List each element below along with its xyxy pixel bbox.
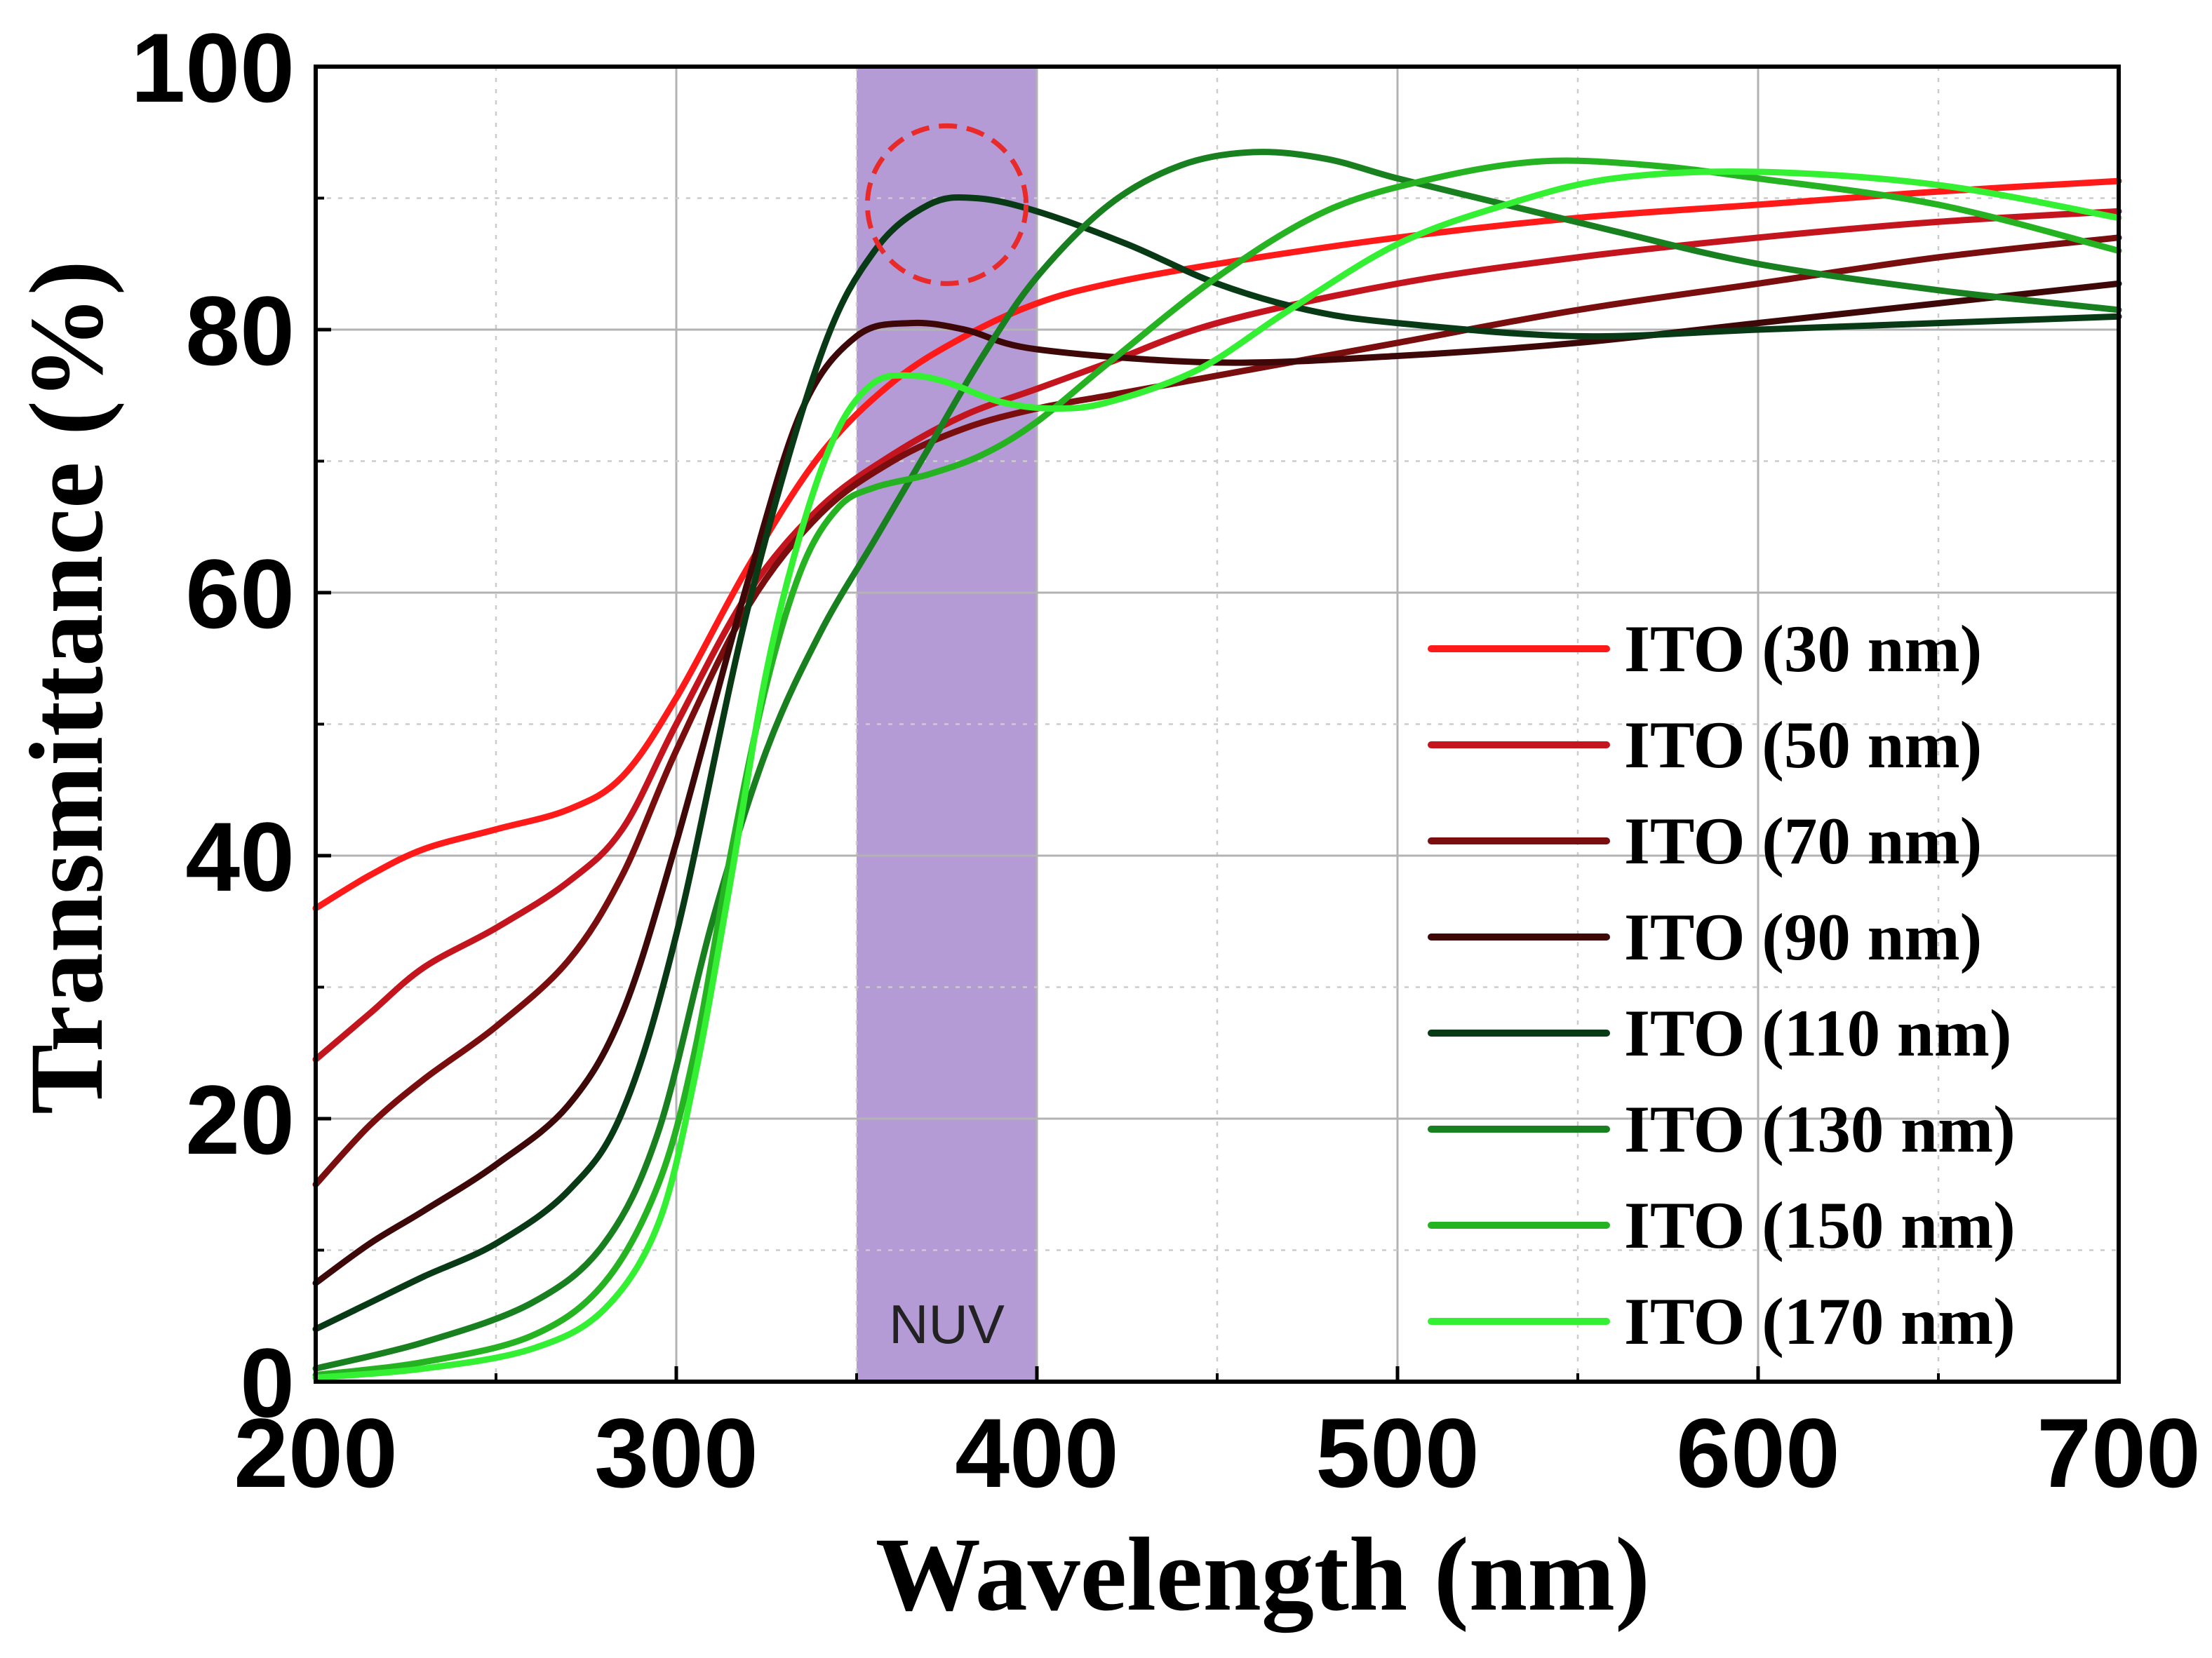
series-line [312,177,2122,912]
y-tick-label: 20 [185,1065,295,1175]
x-tick-label: 600 [1676,1398,1840,1508]
legend-label: ITO (150 nm) [1624,1188,2016,1262]
legend-label: ITO (30 nm) [1624,612,1982,686]
series-line [312,234,2122,1188]
series-line [312,149,2122,1372]
x-tick-label: 300 [594,1398,758,1508]
x-tick-label: 500 [1315,1398,1480,1508]
y-tick-label: 0 [240,1328,295,1438]
y-axis-title: Transmittance (%) [8,260,125,1114]
legend-label: ITO (110 nm) [1624,996,2012,1070]
y-tick-label: 100 [130,13,295,123]
x-tick-label: 400 [955,1398,1119,1508]
x-tick-label: 200 [234,1398,398,1508]
y-tick-label: 80 [185,276,295,386]
y-tick-label: 60 [185,539,295,649]
x-tick-label: 700 [2037,1398,2201,1508]
series-line [312,168,2122,1381]
legend-label: ITO (130 nm) [1624,1092,2016,1166]
nuv-band-label: NUV [889,1293,1005,1355]
tick-layer: 200 300 400 500 600 700 0 20 40 60 80 100 [130,13,2200,1508]
legend: ITO (30 nm) ITO (50 nm) ITO (70 nm) ITO (90… [1428,612,2016,1359]
series-layer [312,149,2122,1381]
legend-label: ITO (170 nm) [1624,1284,2016,1359]
legend-label: ITO (90 nm) [1624,900,1982,974]
legend-label: ITO (50 nm) [1624,708,1982,782]
y-tick-label: 40 [185,802,295,912]
legend-label: ITO (70 nm) [1624,804,1982,878]
series-line [312,157,2122,1379]
highlight-layer [864,123,1029,286]
series-line [312,194,2122,1333]
highlight-circle [864,123,1029,286]
x-axis-title: Wavelength (nm) [876,1516,1650,1633]
